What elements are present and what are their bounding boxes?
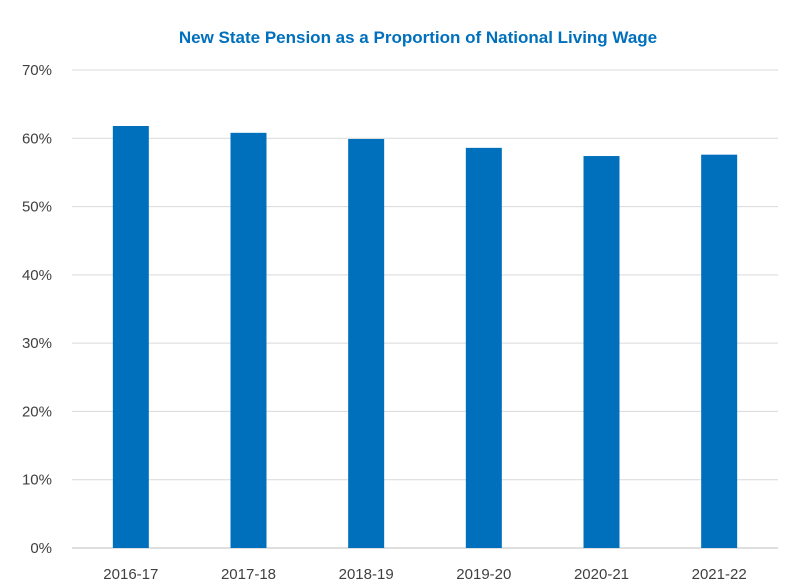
bar-2017-18 [230,132,267,548]
gridlines [72,69,778,549]
bar-2019-20 [465,147,502,549]
y-tick-label: 10% [22,472,52,489]
y-tick-label: 40% [22,267,52,284]
x-tick-label: 2021-22 [692,566,747,583]
bar-2021-22 [701,154,738,548]
bar-2016-17 [112,125,149,548]
y-axis: 0% 10% 20% 30% 40% 50% 60% 70% [22,62,52,557]
bar-2020-21 [583,156,620,549]
y-tick-label: 60% [22,130,52,147]
x-tick-label: 2020-21 [574,566,629,583]
y-tick-label: 0% [30,540,52,557]
chart-title: New State Pension as a Proportion of Nat… [178,28,658,47]
y-tick-label: 20% [22,403,52,420]
bars [112,125,738,549]
bar-2018-19 [348,138,385,548]
x-tick-label: 2017-18 [221,566,276,583]
x-tick-label: 2018-19 [339,566,394,583]
y-tick-label: 50% [22,199,52,216]
x-tick-label: 2019-20 [456,566,511,583]
y-tick-label: 70% [22,62,52,79]
x-axis: 2016-17 2017-18 2018-19 2019-20 2020-21 2021-… [103,566,746,583]
y-tick-label: 30% [22,335,52,352]
x-tick-label: 2016-17 [103,566,158,583]
